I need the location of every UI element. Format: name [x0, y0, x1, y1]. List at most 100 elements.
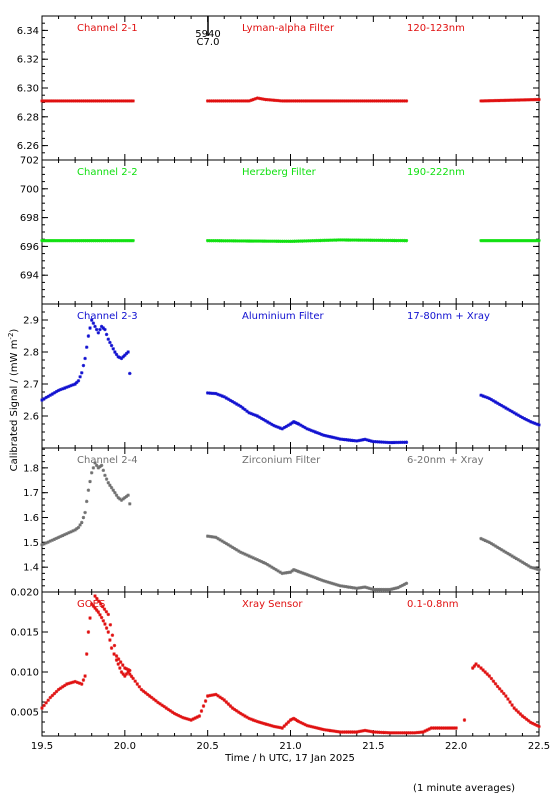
data-point [317, 726, 322, 731]
data-point [119, 99, 123, 103]
data-point [533, 238, 537, 243]
data-point [368, 238, 373, 242]
data-point [504, 694, 508, 698]
data-point [400, 583, 405, 588]
data-point [119, 238, 123, 243]
data-point [314, 238, 319, 243]
data-point [63, 532, 67, 537]
data-point [489, 238, 493, 243]
data-point [273, 239, 277, 243]
data-point [81, 363, 86, 368]
data-point [306, 239, 311, 243]
data-point [342, 730, 347, 734]
data-point [501, 98, 505, 103]
data-point [83, 674, 87, 678]
data-point [499, 238, 503, 243]
data-point [93, 461, 97, 465]
data-point [131, 676, 135, 681]
data-point [94, 608, 99, 612]
data-point [60, 99, 64, 103]
data-point [284, 424, 289, 429]
data-point [340, 238, 344, 242]
data-point [58, 238, 62, 243]
data-point [487, 99, 491, 103]
data-point [508, 408, 512, 413]
data-point [321, 579, 326, 583]
data-point [237, 99, 241, 103]
data-point [369, 729, 373, 734]
data-point [48, 393, 52, 397]
data-point [481, 99, 485, 103]
data-point [328, 434, 332, 439]
y-tick-label: 702 [20, 156, 39, 167]
data-point [126, 493, 130, 497]
data-point [205, 238, 210, 243]
data-point [462, 718, 467, 722]
y-tick-label: 2.7 [23, 380, 39, 391]
data-point [367, 438, 371, 443]
data-point [507, 238, 511, 243]
y-tick-label: 1.6 [23, 513, 39, 524]
data-point [388, 731, 392, 735]
data-point [88, 326, 92, 330]
data-point [67, 384, 71, 389]
data-point [533, 97, 537, 102]
data-point [348, 585, 353, 590]
data-point [278, 570, 282, 574]
data-point [531, 97, 535, 102]
y-tick-label: 6.34 [17, 26, 39, 37]
data-point [344, 730, 349, 734]
data-point [164, 706, 168, 710]
panel-frame [41, 303, 540, 449]
data-point [518, 414, 523, 419]
y-tick-label: 698 [20, 213, 39, 224]
data-point [282, 571, 286, 575]
data-point [73, 679, 77, 684]
data-point [114, 654, 119, 658]
y-tick-label: 0.020 [10, 588, 39, 599]
data-point [228, 544, 233, 548]
data-point [78, 375, 82, 379]
data-point [437, 726, 442, 730]
data-point [276, 569, 280, 573]
data-point [170, 710, 175, 714]
data-point [334, 582, 338, 587]
data-point [400, 99, 405, 103]
data-point [56, 687, 61, 692]
data-point [515, 98, 519, 102]
data-point [274, 567, 278, 572]
panel-frame [41, 159, 540, 305]
data-point [220, 394, 224, 398]
data-point [333, 99, 337, 103]
data-point [278, 725, 282, 730]
data-point [415, 730, 419, 735]
data-point [514, 708, 518, 712]
data-point [384, 587, 388, 592]
data-point [209, 238, 214, 243]
data-point [305, 572, 309, 577]
data-point [374, 99, 379, 103]
data-point [93, 99, 98, 103]
data-point [483, 99, 487, 103]
data-point [66, 238, 70, 243]
data-point [371, 587, 376, 592]
data-point [284, 571, 289, 575]
data-point [390, 440, 394, 445]
data-point [505, 238, 509, 243]
data-point [75, 680, 80, 685]
data-point [343, 99, 347, 103]
data-point [515, 238, 519, 243]
data-point [73, 99, 78, 103]
data-point [503, 238, 507, 243]
data-point [71, 99, 76, 103]
data-point [352, 730, 357, 734]
data-point [380, 99, 385, 103]
data-point [301, 424, 305, 429]
data-point [58, 99, 62, 103]
data-point [121, 238, 125, 243]
data-point [479, 536, 483, 541]
data-point [516, 710, 520, 714]
data-point [73, 238, 78, 243]
data-point [344, 238, 348, 242]
data-point [245, 409, 249, 413]
